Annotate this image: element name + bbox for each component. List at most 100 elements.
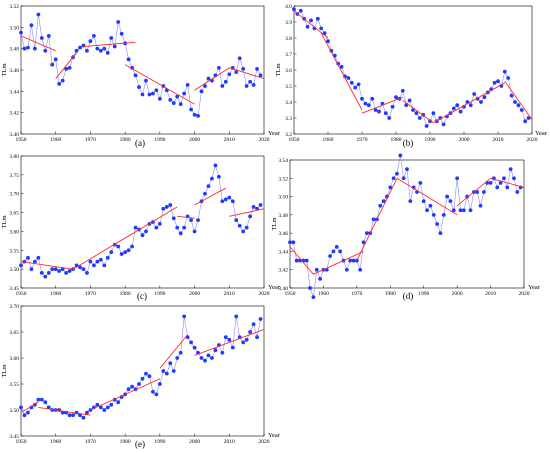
data-point — [458, 208, 463, 213]
data-point — [67, 413, 72, 418]
data-point — [383, 111, 388, 116]
y-tick-label: 3.54 — [278, 158, 288, 164]
panel-label: (e) — [135, 439, 145, 449]
data-point — [171, 101, 176, 105]
data-point — [512, 176, 516, 181]
x-tick-label: 2020 — [527, 137, 538, 143]
data-point — [455, 103, 460, 108]
data-point — [175, 225, 180, 230]
data-point — [401, 176, 406, 181]
data-point — [109, 36, 114, 40]
x-tick-label: 1970 — [85, 137, 96, 143]
data-point — [230, 199, 235, 204]
data-point — [248, 79, 253, 84]
data-point — [358, 267, 363, 272]
data-point — [109, 402, 114, 407]
data-point — [417, 116, 422, 120]
data-point — [81, 415, 86, 420]
trend-line — [289, 246, 314, 275]
x-tick-label: 1980 — [120, 291, 131, 297]
x-tick-label: 1960 — [50, 137, 61, 143]
panel-label: (d) — [403, 291, 414, 301]
data-point — [241, 67, 246, 71]
data-point — [509, 93, 514, 98]
data-point — [479, 100, 483, 104]
y-tick-label: 3.70 — [9, 192, 19, 198]
data-point — [339, 64, 344, 69]
data-point — [203, 358, 207, 363]
y-tick-label: 3.42 — [9, 111, 19, 117]
chart-panel: 1950 1960 1970 1980 1990 2000 2010 2020 3.40 3.42… — [271, 153, 541, 301]
data-point — [105, 255, 110, 260]
data-point — [421, 199, 426, 204]
x-tick-label: 1990 — [154, 291, 165, 297]
data-point — [98, 48, 103, 53]
data-point — [395, 171, 399, 176]
data-point — [178, 231, 183, 236]
trend-line — [177, 215, 195, 219]
x-tick-label: 1970 — [357, 137, 368, 143]
data-point — [234, 70, 239, 75]
trend-line — [194, 328, 265, 356]
data-point — [288, 240, 292, 245]
trend-line — [361, 96, 403, 114]
data-point — [428, 203, 433, 208]
y-axis-label: TLm — [1, 216, 8, 229]
data-point — [377, 109, 381, 114]
y-axis-label: TLm — [271, 218, 278, 231]
x-tick-label: 1970 — [85, 291, 96, 297]
x-tick-label: 2010 — [485, 291, 496, 297]
x-tick-label: 1950 — [285, 291, 296, 297]
chart-panel: 1950 1960 1970 1980 1990 2000 2010 2020 3.45 3.50… — [1, 154, 281, 301]
x-axis-label: Year — [535, 130, 548, 137]
data-point — [334, 244, 339, 249]
data-point — [140, 376, 145, 381]
y-tick-label: 3.80 — [9, 154, 19, 160]
data-point — [363, 101, 368, 106]
y-tick-label: 3.3 — [285, 116, 292, 122]
data-point — [43, 274, 48, 279]
data-point — [36, 397, 41, 402]
data-point — [498, 180, 503, 185]
data-point — [147, 374, 152, 379]
data-point — [472, 92, 477, 96]
data-point — [50, 62, 55, 67]
data-point — [64, 67, 69, 71]
data-point — [404, 103, 409, 108]
data-point — [26, 255, 30, 260]
y-tick-label: 3.52 — [9, 4, 19, 10]
data-point — [112, 44, 117, 49]
data-point — [516, 103, 521, 108]
data-point — [227, 195, 232, 200]
data-point — [351, 258, 356, 263]
trend-line — [229, 67, 265, 79]
data-point — [244, 225, 249, 230]
y-tick-label: 3.5 — [285, 84, 292, 90]
data-point — [164, 205, 169, 209]
data-point — [311, 295, 316, 300]
x-tick-label: 1950 — [16, 291, 27, 297]
data-point — [67, 269, 72, 273]
data-point — [116, 20, 121, 24]
y-tick-label: 3.45 — [9, 434, 19, 440]
trend-line — [90, 378, 161, 411]
data-point — [105, 51, 110, 55]
data-point — [29, 267, 34, 272]
data-point — [36, 255, 41, 260]
data-point — [319, 26, 324, 31]
data-point — [371, 217, 376, 222]
data-point — [126, 248, 131, 253]
x-tick-label: 2000 — [459, 137, 470, 143]
y-axis-label: TLm — [1, 365, 8, 378]
data-point — [206, 76, 211, 81]
data-point — [438, 231, 443, 236]
data-point — [144, 229, 148, 234]
data-point — [39, 271, 44, 275]
data-point — [451, 208, 456, 213]
data-point — [398, 153, 403, 158]
y-tick-label: 3.9 — [285, 20, 292, 26]
data-point — [391, 176, 396, 181]
x-tick-label: 1980 — [391, 137, 402, 143]
data-point — [366, 103, 371, 108]
